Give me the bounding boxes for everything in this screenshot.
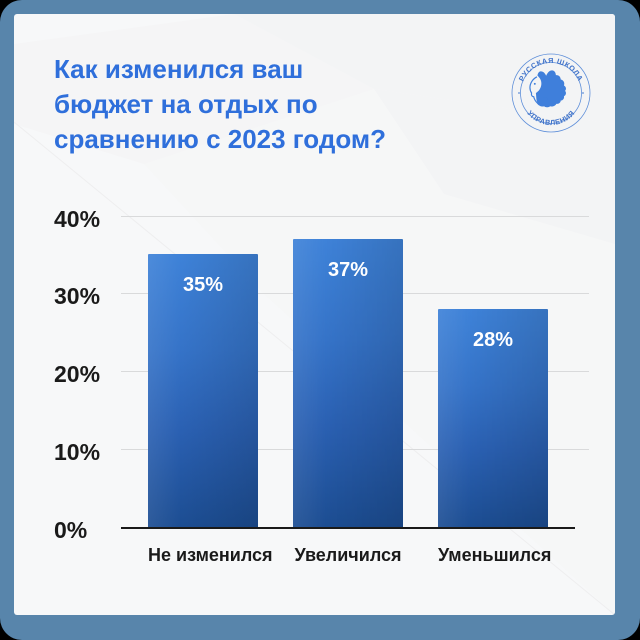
svg-text:УПРАВЛЕНИЯ: УПРАВЛЕНИЯ xyxy=(526,108,577,127)
